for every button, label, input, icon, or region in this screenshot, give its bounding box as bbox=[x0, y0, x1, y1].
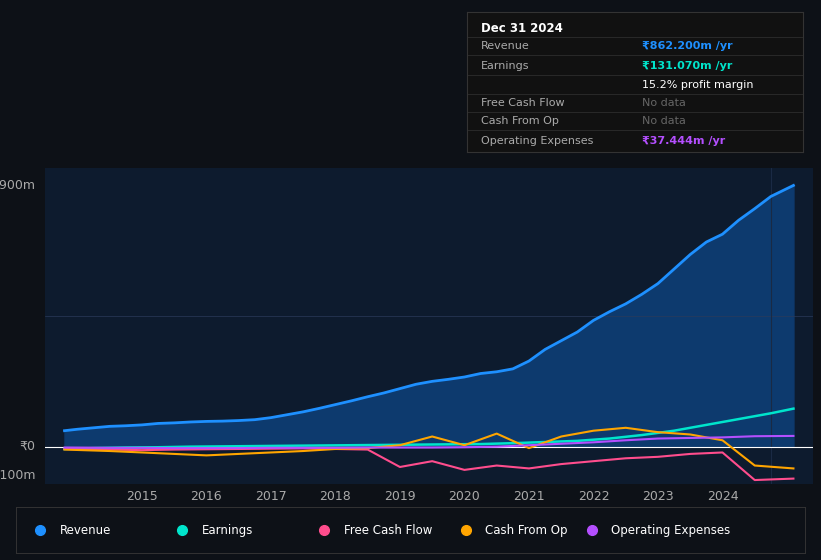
Text: Free Cash Flow: Free Cash Flow bbox=[343, 524, 432, 537]
Text: Operating Expenses: Operating Expenses bbox=[480, 136, 593, 146]
Text: Earnings: Earnings bbox=[480, 60, 529, 71]
Text: ₹862.200m /yr: ₹862.200m /yr bbox=[642, 41, 732, 51]
Text: Dec 31 2024: Dec 31 2024 bbox=[480, 21, 562, 35]
Text: Revenue: Revenue bbox=[60, 524, 111, 537]
Text: Cash From Op: Cash From Op bbox=[485, 524, 568, 537]
Text: ₹131.070m /yr: ₹131.070m /yr bbox=[642, 60, 732, 71]
Text: No data: No data bbox=[642, 98, 686, 108]
Text: Earnings: Earnings bbox=[202, 524, 253, 537]
Text: 15.2% profit margin: 15.2% profit margin bbox=[642, 80, 753, 90]
Text: No data: No data bbox=[642, 116, 686, 126]
Text: Revenue: Revenue bbox=[480, 41, 530, 51]
Text: ₹37.444m /yr: ₹37.444m /yr bbox=[642, 136, 725, 146]
Text: ₹0: ₹0 bbox=[20, 440, 35, 453]
Text: Cash From Op: Cash From Op bbox=[480, 116, 558, 126]
Text: -₹100m: -₹100m bbox=[0, 469, 35, 482]
Text: Operating Expenses: Operating Expenses bbox=[612, 524, 731, 537]
Text: Free Cash Flow: Free Cash Flow bbox=[480, 98, 564, 108]
Text: ₹900m: ₹900m bbox=[0, 179, 35, 192]
